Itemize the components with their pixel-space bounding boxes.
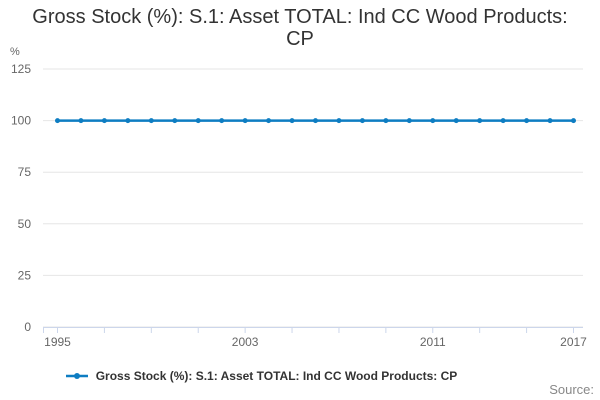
svg-text:50: 50 xyxy=(18,217,32,231)
plot-area[interactable]: % 0 25 50 75 100 125 1995 2003 2011 2017 xyxy=(0,0,600,355)
legend-line-marker-icon xyxy=(65,373,88,379)
y-axis-labels: 0 25 50 75 100 125 xyxy=(11,62,31,334)
chart-title-line1: Gross Stock (%): S.1: Asset TOTAL: Ind C… xyxy=(32,6,568,28)
x-axis xyxy=(43,327,583,333)
chart-title: Gross Stock (%): S.1: Asset TOTAL: Ind C… xyxy=(0,6,600,50)
svg-text:2017: 2017 xyxy=(560,335,587,349)
svg-text:100: 100 xyxy=(11,114,31,128)
svg-text:2011: 2011 xyxy=(420,335,446,349)
source-credit: Source: xyxy=(549,382,594,397)
gridlines xyxy=(43,68,583,328)
svg-text:25: 25 xyxy=(18,268,32,282)
legend-label: Gross Stock (%): S.1: Asset TOTAL: Ind C… xyxy=(95,369,458,383)
chart-title-line2: CP xyxy=(286,28,314,50)
svg-text:75: 75 xyxy=(18,165,32,179)
svg-text:0: 0 xyxy=(24,320,31,334)
svg-text:125: 125 xyxy=(11,62,31,76)
data-series-line[interactable] xyxy=(55,118,576,124)
svg-text:2003: 2003 xyxy=(232,335,259,349)
svg-text:1995: 1995 xyxy=(44,335,71,349)
y-axis-unit-label: % xyxy=(10,46,20,58)
legend[interactable]: Gross Stock (%): S.1: Asset TOTAL: Ind C… xyxy=(0,369,522,383)
x-axis-labels: 1995 2003 2011 2017 xyxy=(44,335,587,349)
